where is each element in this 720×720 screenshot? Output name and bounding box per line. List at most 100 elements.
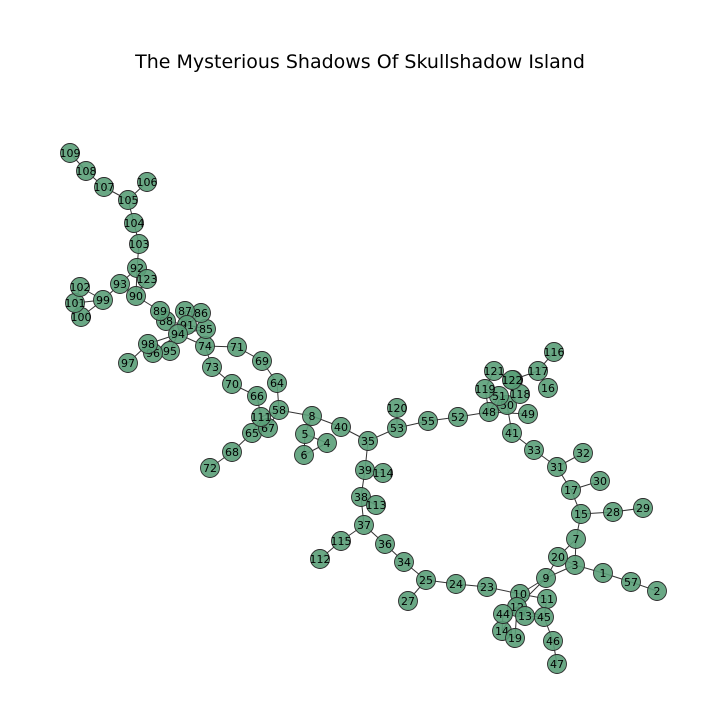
node-circle-17 (561, 480, 581, 500)
node-circle-58 (269, 400, 289, 420)
node-113: 113 (366, 495, 387, 515)
node-44: 44 (493, 604, 513, 624)
node-label-24: 24 (449, 578, 463, 591)
node-24: 24 (446, 574, 466, 594)
node-label-34: 34 (397, 556, 411, 569)
node-label-73: 73 (205, 361, 219, 374)
node-13: 13 (515, 606, 535, 626)
node-circle-64 (267, 373, 287, 393)
node-65: 65 (242, 423, 262, 443)
node-label-109: 109 (60, 147, 81, 160)
node-label-51: 51 (492, 390, 506, 403)
node-label-74: 74 (198, 340, 212, 353)
node-circle-47 (547, 654, 567, 674)
node-108: 108 (76, 161, 97, 181)
node-31: 31 (547, 457, 567, 477)
node-29: 29 (633, 498, 653, 518)
node-label-46: 46 (546, 635, 560, 648)
node-107: 107 (94, 177, 115, 197)
node-6: 6 (294, 445, 314, 465)
node-label-15: 15 (574, 508, 588, 521)
node-label-87: 87 (178, 305, 192, 318)
node-112: 112 (310, 549, 331, 569)
node-label-41: 41 (505, 427, 519, 440)
node-73: 73 (202, 357, 222, 377)
node-121: 121 (484, 361, 505, 381)
node-circle-15 (571, 504, 591, 524)
node-circle-24 (446, 574, 466, 594)
node-circle-108 (76, 161, 96, 181)
node-circle-32 (573, 443, 593, 463)
node-circle-121 (484, 361, 504, 381)
node-28: 28 (603, 502, 623, 522)
node-label-66: 66 (250, 390, 264, 403)
node-label-36: 36 (378, 538, 392, 551)
node-95: 95 (160, 341, 180, 361)
node-circle-68 (222, 442, 242, 462)
node-36: 36 (375, 534, 395, 554)
node-circle-102 (70, 277, 90, 297)
node-circle-70 (222, 374, 242, 394)
node-117: 117 (528, 361, 549, 381)
node-94: 94 (168, 324, 188, 344)
node-label-112: 112 (310, 553, 331, 566)
node-label-100: 100 (71, 311, 92, 324)
node-30: 30 (590, 471, 610, 491)
node-106: 106 (137, 172, 158, 192)
node-circle-98 (138, 334, 158, 354)
node-label-49: 49 (521, 408, 535, 421)
node-circle-44 (493, 604, 513, 624)
node-label-97: 97 (121, 357, 135, 370)
node-circle-49 (518, 404, 538, 424)
node-label-8: 8 (309, 410, 316, 423)
node-circle-8 (302, 406, 322, 426)
node-circle-19 (505, 628, 525, 648)
node-circle-31 (547, 457, 567, 477)
node-label-32: 32 (576, 447, 590, 460)
node-label-14: 14 (495, 625, 509, 638)
node-label-105: 105 (118, 194, 139, 207)
node-46: 46 (543, 631, 563, 651)
node-97: 97 (118, 353, 138, 373)
node-89: 89 (150, 301, 170, 321)
node-label-64: 64 (270, 377, 284, 390)
node-8: 8 (302, 406, 322, 426)
node-label-104: 104 (124, 217, 145, 230)
node-label-98: 98 (141, 338, 155, 351)
node-label-5: 5 (302, 428, 309, 441)
node-label-2: 2 (654, 585, 661, 598)
node-74: 74 (195, 336, 215, 356)
node-circle-46 (543, 631, 563, 651)
node-1: 1 (593, 563, 613, 583)
node-123: 123 (137, 269, 158, 289)
node-label-17: 17 (564, 484, 578, 497)
node-label-47: 47 (550, 658, 564, 671)
node-69: 69 (252, 351, 272, 371)
node-49: 49 (518, 404, 538, 424)
node-circle-99 (93, 290, 113, 310)
node-25: 25 (416, 570, 436, 590)
node-17: 17 (561, 480, 581, 500)
node-16: 16 (538, 378, 558, 398)
node-circle-111 (251, 407, 271, 427)
node-19: 19 (505, 628, 525, 648)
node-52: 52 (448, 407, 468, 427)
node-38: 38 (351, 487, 371, 507)
node-90: 90 (126, 286, 146, 306)
node-label-120: 120 (387, 402, 408, 415)
node-7: 7 (566, 529, 586, 549)
node-label-99: 99 (96, 294, 110, 307)
node-label-121: 121 (484, 365, 505, 378)
node-label-31: 31 (550, 461, 564, 474)
node-103: 103 (129, 234, 150, 254)
node-label-3: 3 (572, 559, 579, 572)
node-circle-40 (331, 417, 351, 437)
node-label-33: 33 (527, 444, 541, 457)
node-circle-30 (590, 471, 610, 491)
node-circle-34 (394, 552, 414, 572)
node-40: 40 (331, 417, 351, 437)
node-label-89: 89 (153, 305, 167, 318)
node-3: 3 (565, 555, 585, 575)
node-15: 15 (571, 504, 591, 524)
node-label-107: 107 (94, 181, 115, 194)
